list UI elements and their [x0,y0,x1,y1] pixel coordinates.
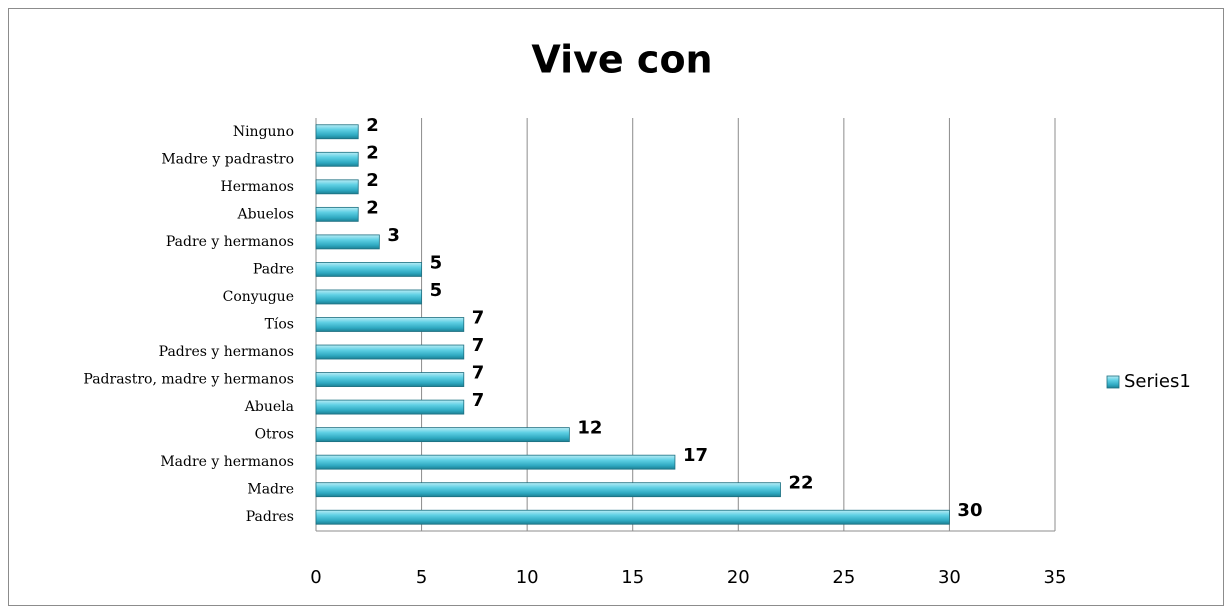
value-label: 3 [387,225,400,246]
y-tick-label: Abuela [244,399,294,415]
value-label: 7 [472,363,485,384]
value-label: 7 [472,308,485,329]
legend-swatch [1106,375,1120,389]
bar [315,124,359,140]
y-tick-label: Padre y hermanos [166,234,294,250]
y-tick-label: Padres y hermanos [159,344,294,360]
bar [315,399,465,415]
bar [315,317,465,332]
x-tick-label: 20 [727,567,750,588]
y-tick-label: Madre y hermanos [160,454,294,470]
bar [315,454,676,470]
value-label: 2 [366,170,379,191]
value-label: 30 [957,500,982,521]
value-label: 5 [430,280,443,301]
y-tick-label: Hermanos [221,179,294,195]
x-tick-label: 30 [938,567,961,588]
x-tick-label: 5 [416,567,427,588]
bar [315,206,359,222]
y-tick-label: Padres [246,509,294,525]
bar [315,372,465,387]
y-tick-label: Madre [247,482,294,498]
value-label: 7 [472,335,485,356]
y-tick-label: Tíos [265,317,294,333]
value-label: 22 [789,473,814,494]
chart-frame [8,8,1224,606]
bar [315,262,422,277]
y-tick-label: Conyugue [223,289,294,305]
bar [315,344,465,360]
bar [315,151,359,167]
y-tick-label: Madre y padrastro [161,151,294,167]
x-tick-label: 10 [516,567,539,588]
value-label: 2 [366,115,379,136]
value-label: 2 [366,197,379,218]
bar [315,509,950,525]
legend-label: Series1 [1124,371,1191,392]
value-label: 5 [430,252,443,273]
value-label: 17 [683,445,708,466]
y-tick-label: Ninguno [233,124,294,140]
bar [315,179,359,195]
x-tick-label: 25 [832,567,855,588]
x-tick-label: 15 [621,567,644,588]
y-tick-label: Abuelos [237,206,294,222]
bar [315,427,570,443]
y-tick-label: Padre [253,261,294,277]
chart-title: Vive con [531,38,712,82]
x-tick-label: 0 [310,567,321,588]
y-tick-label: Padrastro, madre y hermanos [83,372,294,388]
bar [315,234,380,250]
value-label: 2 [366,142,379,163]
bar [315,482,781,498]
y-tick-label: Otros [255,427,294,443]
value-label: 12 [577,418,602,439]
value-label: 7 [472,390,485,411]
bar [315,289,422,305]
x-tick-label: 35 [1044,567,1067,588]
